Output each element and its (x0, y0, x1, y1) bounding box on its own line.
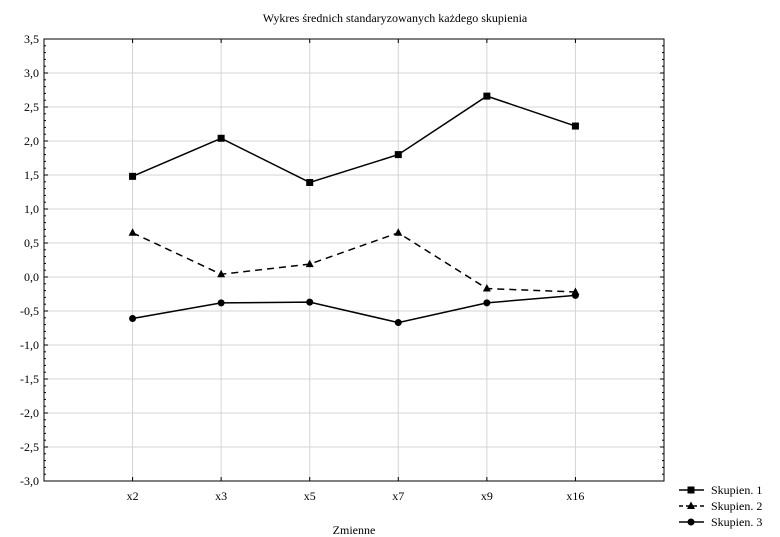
x-axis-title: Zmienne (333, 523, 376, 537)
grid (44, 39, 664, 481)
legend-item: Skupien. 3 (679, 515, 762, 529)
data-point (217, 269, 226, 278)
x-tick-label: x3 (215, 489, 227, 503)
y-axis: 3,5 3,0 2,5 2,0 1,5 1,0 0,5 0,0 -0,5 -1,0 -1,5 -2,0… (20, 32, 664, 488)
y-tick-label: -2,0 (20, 406, 39, 420)
x-tick-label: x16 (566, 489, 584, 503)
data-point (482, 284, 491, 292)
y-tick-label: 3,0 (24, 66, 39, 80)
y-tick-label: -1,5 (20, 372, 39, 386)
y-tick-label: 2,0 (24, 134, 39, 148)
y-tick-label: -2,5 (20, 440, 39, 454)
data-point (394, 319, 402, 327)
y-tick-label: 0,0 (24, 270, 39, 284)
legend: Skupien. 1 Skupien. 2 Skupien. 3 (679, 483, 762, 529)
series-line (132, 95, 576, 184)
x-tick-label: x2 (127, 489, 139, 503)
legend-marker (687, 486, 695, 494)
series-2 (128, 228, 580, 295)
legend-marker (687, 518, 695, 526)
series-layer (128, 92, 580, 327)
y-tick-label: -1,0 (20, 338, 39, 352)
series-line (132, 231, 576, 293)
data-point (129, 172, 137, 180)
legend-label: Skupien. 3 (711, 515, 762, 529)
y-tick-label: 1,5 (24, 168, 39, 182)
data-point (571, 122, 579, 130)
y-tick-label: -3,0 (20, 474, 39, 488)
data-point (306, 298, 314, 306)
y-tick-label: 3,5 (24, 32, 39, 46)
y-tick-label: 0,5 (24, 236, 39, 250)
data-point (394, 228, 403, 236)
data-point (306, 178, 314, 186)
data-point (129, 314, 137, 322)
data-point (483, 92, 491, 100)
data-point (394, 151, 402, 159)
x-tick-label: x7 (392, 489, 404, 503)
x-tick-label: x5 (304, 489, 316, 503)
y-tick-label: -0,5 (20, 304, 39, 318)
legend-item: Skupien. 2 (679, 499, 762, 513)
data-point (483, 299, 491, 307)
series-3 (129, 291, 579, 327)
x-tick-label: x9 (481, 489, 493, 503)
y-tick-label: 1,0 (24, 202, 39, 216)
data-point (305, 259, 314, 268)
series-line (132, 294, 576, 324)
y-tick-label: 2,5 (24, 100, 39, 114)
legend-label: Skupien. 1 (711, 483, 762, 497)
legend-item: Skupien. 1 (679, 483, 762, 497)
data-point (128, 228, 137, 236)
data-point (217, 134, 225, 142)
data-point (217, 299, 225, 307)
x-axis: x2 x3 x5 x7 x9 x16 (127, 39, 584, 503)
legend-label: Skupien. 2 (711, 499, 762, 513)
chart-title: Wykres średnich standaryzowanych każdego… (263, 11, 528, 25)
series-1 (129, 92, 579, 186)
data-point (571, 291, 579, 299)
plot-area (43, 38, 665, 482)
legend-marker (687, 501, 695, 509)
